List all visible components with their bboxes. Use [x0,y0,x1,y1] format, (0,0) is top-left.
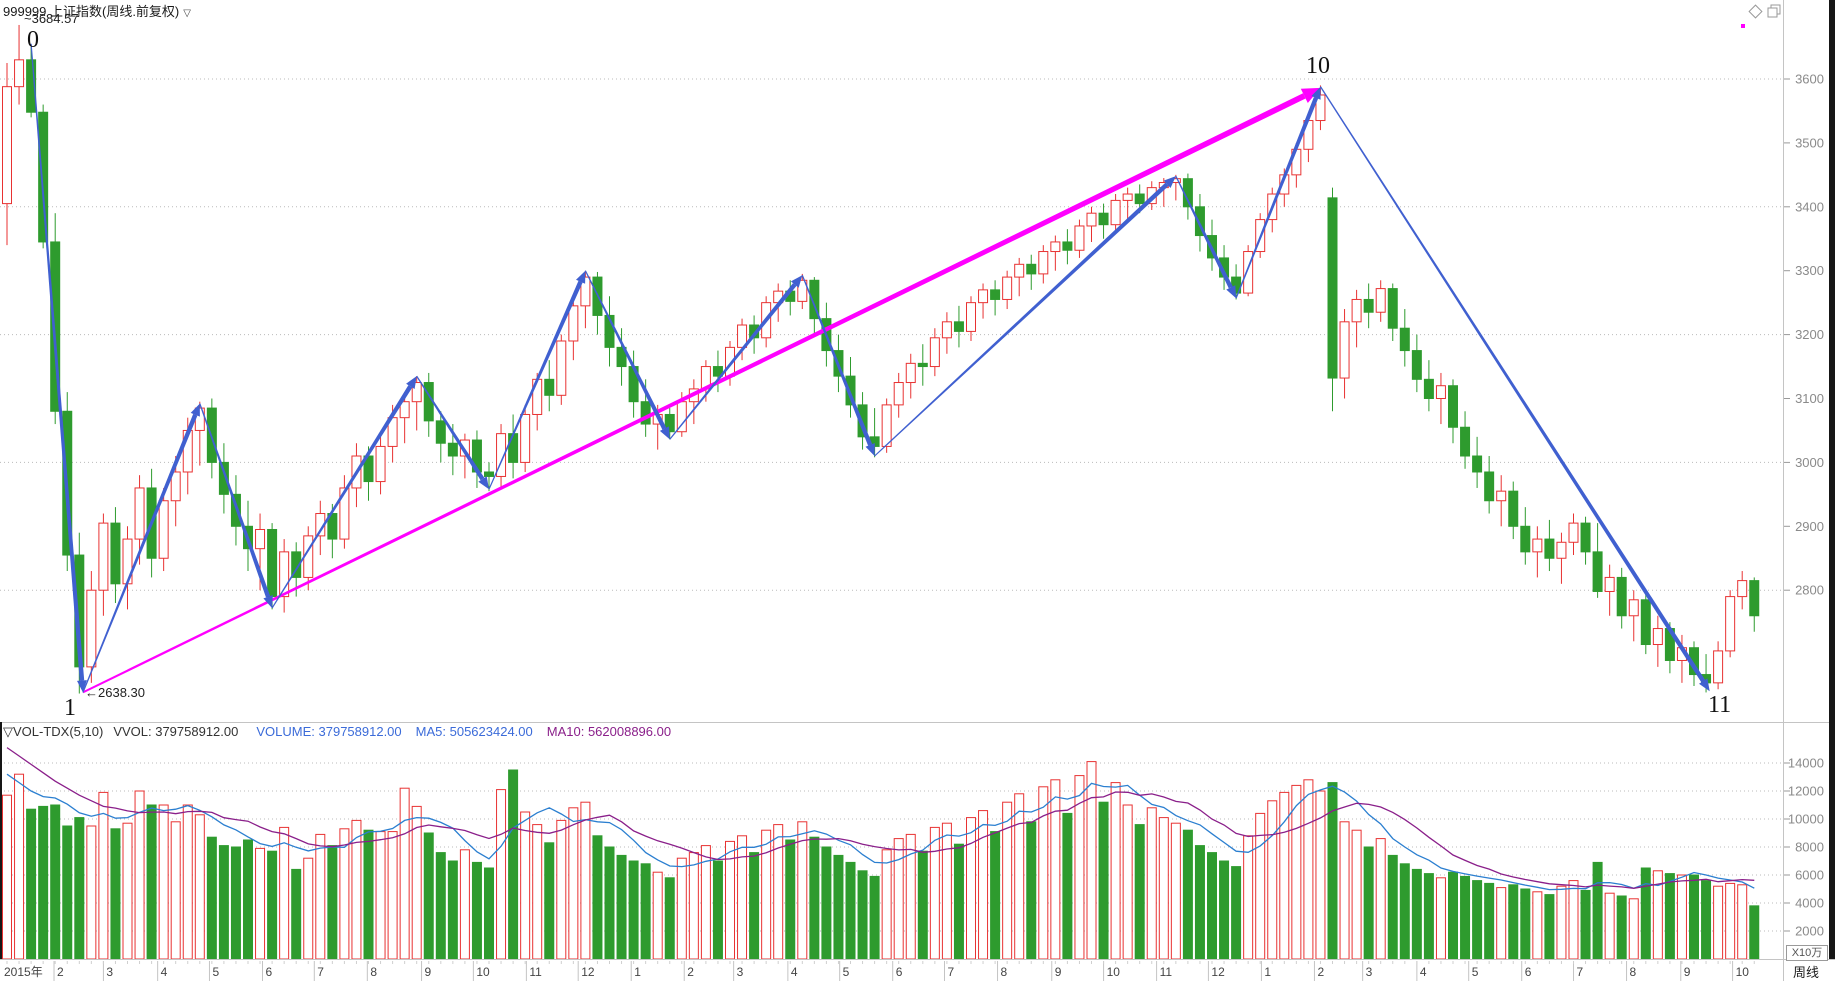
x-axis-month-label: 12 [1211,965,1225,979]
price-axis-label: 3000 [1795,455,1824,470]
x-axis-month-label: 10 [1107,965,1121,979]
volume-axis-label: 4000 [1795,896,1824,911]
x-axis-month-label: 8 [1001,965,1008,979]
volume-indicator-value: MA10: 562008896.00 [546,724,672,739]
x-axis-month-label: 6 [896,965,903,979]
volume-axis-label: 8000 [1795,840,1824,855]
volume-indicator-header: ▽VOL-TDX(5,10) VVOL: 379758912.00 VOLUME: … [3,724,671,740]
x-axis-month-label: 3 [737,965,744,979]
x-axis-month-label: 6 [1525,965,1532,979]
volume-indicator-value: VVOL: 379758912.00 [113,724,239,739]
x-axis-month-label: 1 [1264,965,1271,979]
volume-axis-label: 6000 [1795,868,1824,883]
x-axis-month-label: 10 [1736,965,1750,979]
x-axis-month-label: 5 [1472,965,1479,979]
x-axis-month-label: 6 [265,965,272,979]
x-axis-month-label: 9 [1684,965,1691,979]
x-axis-month-label: 7 [317,965,324,979]
wave-label-10: 10 [1306,53,1330,79]
price-axis-label: 3600 [1795,72,1824,87]
volume-axis-label: 10000 [1788,812,1824,827]
magenta-marker-icon [1741,24,1745,28]
volume-indicator-name[interactable]: ▽VOL-TDX(5,10) [3,724,104,739]
toolbar-icons[interactable] [1748,4,1781,19]
period-selector[interactable]: 周线 [1792,965,1819,980]
wave-label-11: 11 [1708,692,1732,718]
blue-zigzag-line[interactable] [30,43,1710,693]
symbol-title-label: 999999 上证指数(周线.前复权) [3,4,180,19]
x-axis-month-label: 11 [529,965,542,979]
x-axis-month-label: 7 [1577,965,1584,979]
x-axis-month-label: 9 [1055,965,1062,979]
volume-ma5-line [6,773,1755,891]
price-axis-label: 3400 [1795,199,1824,214]
price-axis-label: 3500 [1795,135,1824,150]
price-axis-label: 2800 [1795,583,1824,598]
x-axis-month-label: 11 [1160,965,1173,979]
window-right-edge [1829,0,1835,959]
x-axis-month-label: 4 [1420,965,1427,979]
window-left-edge [0,722,2,959]
volume-indicator-value: MA5: 505623424.00 [415,724,533,739]
x-axis-month-label: 4 [161,965,168,979]
x-axis-month-label: 8 [370,965,377,979]
volume-axis-label: 14000 [1788,756,1824,771]
x-axis-month-label: 1 [634,965,641,979]
x-axis-month-label: 3 [1366,965,1373,979]
x-axis-month-label: 10 [476,965,490,979]
volume-unit-label: X10万 [1786,945,1828,961]
x-axis-month-label: 2 [57,965,64,979]
x-axis-month-label: 12 [581,965,595,979]
x-axis-month-label: 5 [843,965,850,979]
volume-axis-label: 2000 [1795,924,1824,939]
price-axis-label: 3200 [1795,327,1824,342]
magenta-trendline[interactable] [82,87,1321,694]
price-axis-label: 3300 [1795,263,1824,278]
wave-label-0: 0 [27,27,39,53]
restore-windows-icon[interactable] [1767,7,1778,18]
x-axis-month-label: 9 [425,965,432,979]
chart-title: 999999 上证指数(周线.前复权) ▽ [3,1,191,20]
x-axis: 2015年 2 3 4 5 6 7 8 9 10 11 12 1 2 3 4 5 6 7 8 9 10 11 12 1 2 3 4 5 6… [4,961,1755,981]
x-axis-month-label: 5 [212,965,219,979]
diamond-icon[interactable] [1748,4,1763,19]
wave-label-1: 1 [64,695,76,721]
x-axis-month-label: 4 [791,965,798,979]
x-axis-month-label: 2 [1317,965,1324,979]
price-tag: ~3684.57 [24,11,79,26]
volume-axis-label: 12000 [1788,784,1824,799]
price-axis-label: 3100 [1795,391,1824,406]
title-dropdown-icon[interactable]: ▽ [183,8,191,19]
price-axis-label: 2900 [1795,519,1824,534]
axis-labels: 3600 3500 3400 3300 3200 3100 3000 2900 2800 1400… [1784,72,1824,939]
x-axis-month-label: 2015年 [4,965,43,979]
x-axis-month-label: 2 [687,965,694,979]
x-axis-month-label: 8 [1630,965,1637,979]
volume-ma10-line [6,747,1755,889]
x-axis-month-label: 3 [106,965,113,979]
x-axis-month-label: 7 [948,965,955,979]
price-tag: ←2638.30 [85,685,145,700]
volume-indicator-value: VOLUME: 379758912.00 [256,724,402,739]
